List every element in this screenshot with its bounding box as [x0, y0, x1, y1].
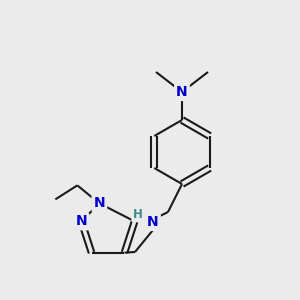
Text: N: N: [94, 196, 105, 210]
Text: N: N: [76, 214, 87, 228]
Text: N: N: [147, 215, 159, 229]
Text: N: N: [176, 85, 188, 99]
Text: H: H: [133, 208, 143, 220]
